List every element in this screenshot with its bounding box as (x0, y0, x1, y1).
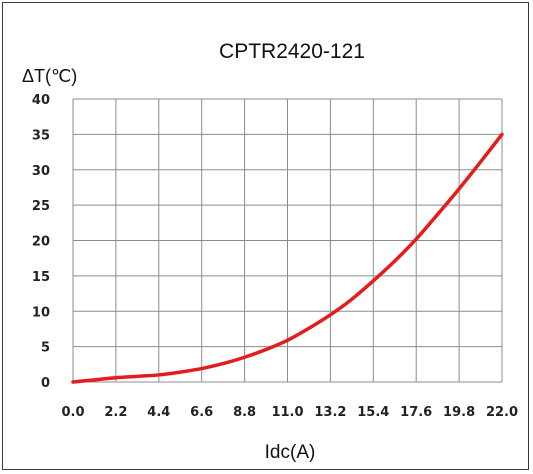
grid (72, 98, 503, 383)
x-tick-label: 2.2 (104, 405, 127, 420)
y-tick-label: 15 (32, 270, 50, 285)
chart-frame (2, 2, 529, 470)
x-tick-label: 0.0 (61, 405, 84, 420)
x-tick-label: 4.4 (147, 405, 170, 420)
x-tick-label: 19.8 (443, 405, 475, 420)
x-axis-label: Idc(A) (265, 442, 316, 463)
y-tick-label: 0 (41, 376, 50, 391)
y-tick-label: 10 (32, 305, 50, 320)
y-tick-label: 35 (32, 128, 50, 143)
x-tick-label: 22.0 (486, 405, 518, 420)
y-tick-label: 40 (32, 93, 50, 108)
series-layer (71, 132, 504, 384)
chart-title: CPTR2420-121 (219, 40, 365, 63)
y-tick-label: 25 (32, 199, 50, 214)
x-tick-label: 13.2 (314, 405, 346, 420)
x-tick-label: 15.4 (357, 405, 389, 420)
y-tick-label: 5 (41, 341, 50, 356)
series-line (71, 132, 504, 384)
y-tick-label: 20 (32, 235, 50, 250)
x-tick-label: 6.6 (190, 405, 213, 420)
x-tick-label: 8.8 (233, 405, 256, 420)
y-tick-label: 30 (32, 164, 50, 179)
tick-labels: 0.0 2.2 4.4 6.6 8.8 11.0 13.2 15.4 17.6 19.8 22.0 0… (32, 93, 518, 420)
x-tick-label: 17.6 (400, 405, 432, 420)
y-axis-label: ΔT(℃) (22, 66, 77, 86)
x-tick-label: 11.0 (271, 405, 303, 420)
